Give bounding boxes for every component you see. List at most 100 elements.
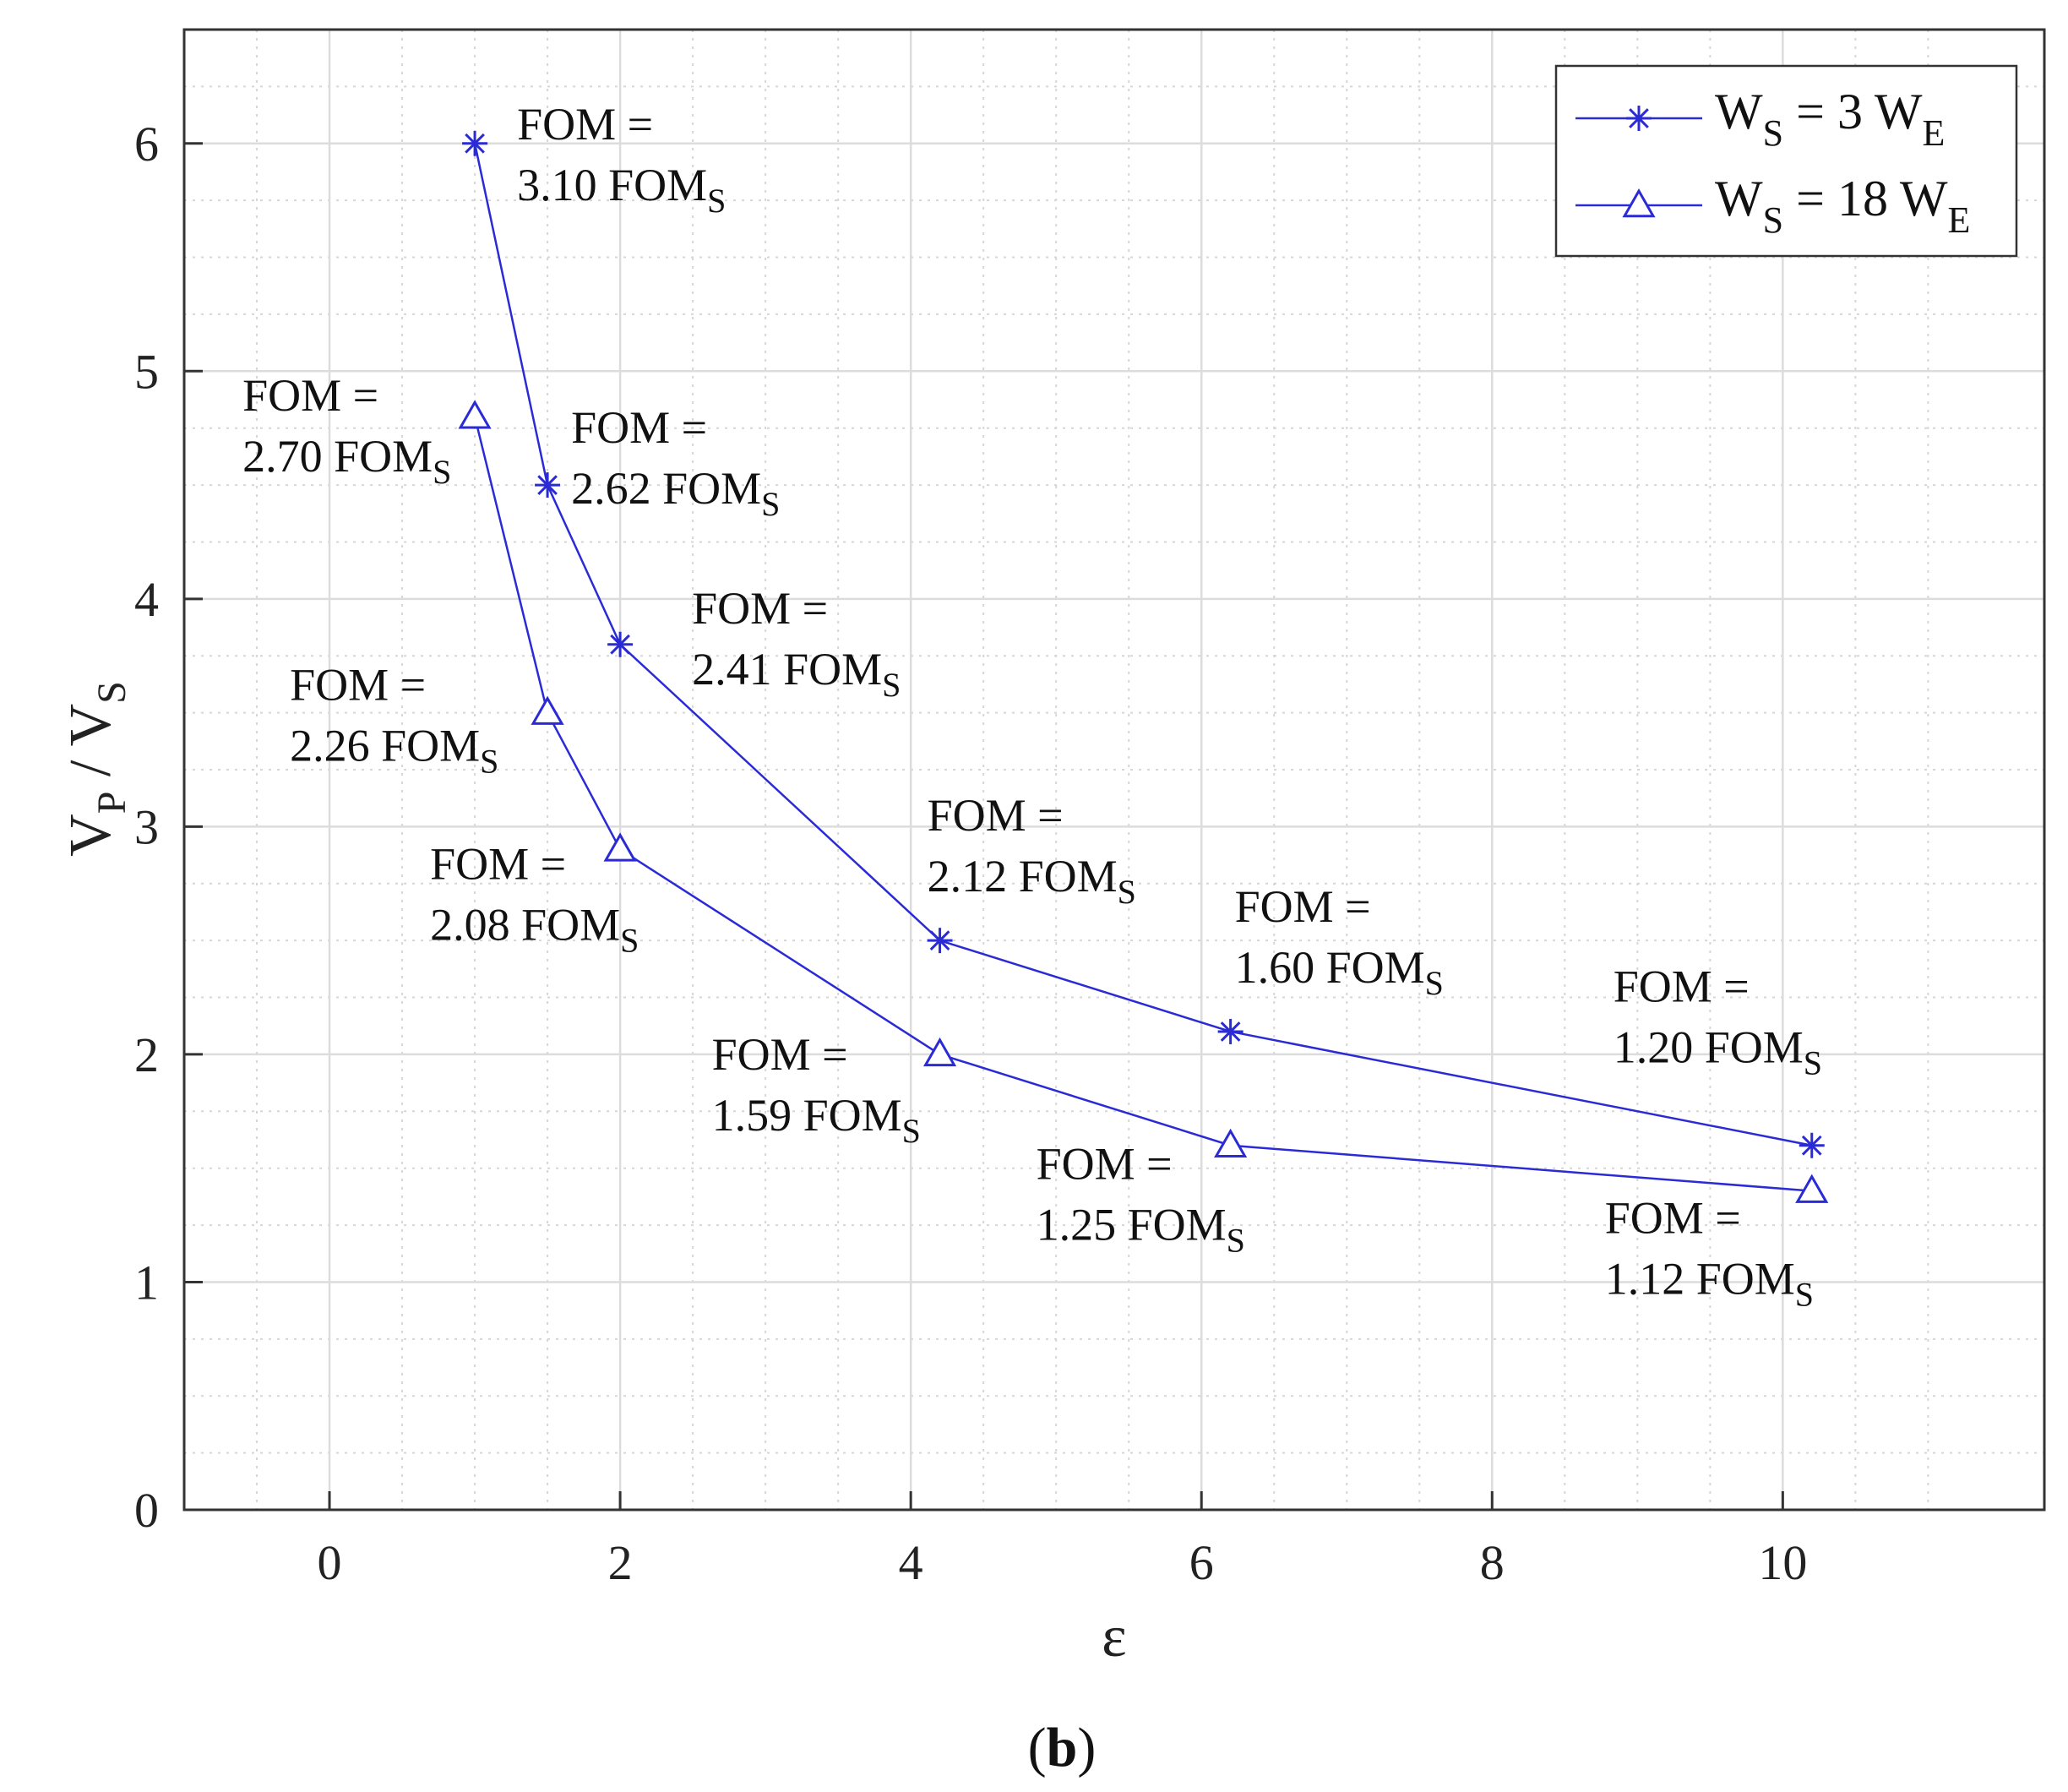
triangle-marker (922, 1037, 957, 1067)
legend: WS = 3 WE WS = 18 WE (1554, 64, 2018, 258)
asterisk-marker (607, 631, 634, 657)
fom-label-line1: FOM = (430, 838, 566, 889)
x-tick-label: 2 (608, 1535, 633, 1590)
y-tick-label: 4 (134, 572, 159, 627)
fom-value: 2.12 FOM (928, 851, 1118, 901)
x-tick-label: 10 (1758, 1535, 1807, 1590)
legend-box (1554, 64, 2018, 258)
fom-label-line1: FOM = (290, 660, 426, 711)
fom-label-line2: 1.20 FOMS (1614, 1022, 1822, 1082)
fom-label-line2: 2.26 FOMS (290, 721, 498, 781)
fom-label-line1: FOM = (242, 370, 378, 421)
fom-value: 2.41 FOM (692, 644, 882, 694)
fom-annotation: FOM = 2.26 FOMS (290, 660, 498, 781)
asterisk-marker (927, 928, 953, 954)
fom-label-line2: 2.70 FOMS (242, 431, 451, 491)
fom-annotation: FOM = 1.20 FOMS (1614, 961, 1822, 1082)
asterisk-marker (1626, 106, 1652, 131)
y-tick-label: 3 (134, 799, 159, 854)
legend-label: WS = 18 WE (1715, 171, 1970, 241)
fom-value: 2.26 FOM (290, 721, 480, 771)
fom-annotation: FOM = 1.25 FOMS (1037, 1139, 1245, 1260)
fom-subscript: S (620, 921, 639, 959)
fom-label-line1: FOM = (1614, 961, 1750, 1012)
y-tick-label: 6 (134, 117, 159, 172)
x-tick-label: 4 (899, 1535, 923, 1590)
fom-value: 2.70 FOM (242, 431, 433, 482)
x-tick-label: 6 (1189, 1535, 1214, 1590)
triangle-marker (1622, 188, 1656, 218)
major-grid (184, 30, 2044, 1511)
x-axis-label: ε (1102, 1604, 1126, 1669)
x-tick-label: 0 (318, 1535, 342, 1590)
y-tick-label: 0 (134, 1483, 159, 1538)
fom-value: 1.12 FOM (1605, 1254, 1795, 1305)
fom-annotation: FOM = 1.12 FOMS (1605, 1193, 1814, 1314)
asterisk-marker (462, 130, 488, 156)
fom-value: 1.25 FOM (1037, 1200, 1227, 1250)
fom-label-line1: FOM = (1605, 1193, 1741, 1244)
fom-subscript: S (1804, 1044, 1822, 1082)
asterisk-marker (535, 472, 561, 498)
fom-subscript: S (433, 453, 451, 491)
fom-annotation: FOM = 1.59 FOMS (712, 1029, 921, 1150)
triangle-marker (458, 400, 492, 429)
y-tick-label: 5 (134, 344, 159, 399)
fom-subscript: S (1227, 1222, 1245, 1260)
fom-subscript: S (1795, 1276, 1814, 1314)
fom-annotation: FOM = 2.62 FOMS (571, 402, 780, 523)
fom-label-line1: FOM = (1037, 1139, 1173, 1190)
fom-subscript: S (480, 743, 498, 781)
series-ws18-line (473, 416, 1812, 1192)
fom-label-line2: 1.59 FOMS (712, 1090, 921, 1150)
fom-annotation: FOM = 2.41 FOMS (692, 583, 901, 704)
fom-value: 2.62 FOM (571, 463, 761, 514)
asterisk-marker (1217, 1018, 1244, 1044)
y-axis-label: VP / VS (58, 681, 134, 857)
fom-label-line2: 2.62 FOMS (571, 463, 780, 523)
triangle-marker (603, 832, 637, 862)
fom-label-line1: FOM = (712, 1029, 848, 1080)
fom-label-line1: FOM = (1235, 881, 1371, 932)
fom-subscript: S (707, 182, 726, 220)
panel-label: (b) (1028, 1717, 1097, 1778)
fom-subscript: S (882, 666, 901, 704)
fom-label-line2: 2.08 FOMS (430, 899, 639, 959)
legend-label: WS = 3 WE (1715, 84, 1945, 154)
fom-subscript: S (761, 485, 780, 523)
fom-label-line1: FOM = (517, 99, 653, 150)
fom-value: 1.20 FOM (1614, 1022, 1804, 1073)
fom-label-line2: 1.60 FOMS (1235, 942, 1444, 1002)
fom-annotation: FOM = 2.12 FOMS (928, 790, 1136, 911)
fom-value: 2.08 FOM (430, 899, 620, 950)
y-axis-ticks: 0 1 2 3 4 5 6 (134, 117, 203, 1538)
fom-label-line1: FOM = (928, 790, 1064, 841)
fom-label-line2: 2.12 FOMS (928, 851, 1136, 911)
triangle-marker (1214, 1128, 1248, 1157)
plot-area-frame (182, 28, 2046, 1511)
fom-label-line2: 1.25 FOMS (1037, 1200, 1245, 1260)
fom-annotation: FOM = 2.70 FOMS (242, 370, 451, 491)
fom-label-line1: FOM = (571, 402, 707, 453)
triangle-marker (531, 695, 564, 725)
fom-value: 3.10 FOM (517, 160, 707, 210)
fom-label-line2: 2.41 FOMS (692, 644, 901, 704)
fom-annotation: FOM = 1.60 FOMS (1235, 881, 1444, 1002)
fom-subscript: S (902, 1112, 921, 1150)
series-layer (458, 130, 1829, 1203)
minor-grid (183, 30, 2044, 1510)
fom-annotation: FOM = 2.08 FOMS (430, 838, 639, 959)
series-ws3-line (473, 143, 1812, 1147)
fom-subscript: S (1425, 964, 1444, 1002)
fom-label-line2: 3.10 FOMS (517, 160, 726, 220)
x-axis-ticks: 0 2 4 6 8 10 (318, 1491, 1807, 1590)
asterisk-marker (1799, 1132, 1825, 1158)
y-tick-label: 1 (134, 1255, 159, 1310)
fom-label-line1: FOM = (692, 583, 828, 634)
x-tick-label: 8 (1480, 1535, 1505, 1590)
fom-value: 1.59 FOM (712, 1090, 902, 1141)
fom-label-line2: 1.12 FOMS (1605, 1254, 1814, 1314)
y-tick-label: 2 (134, 1027, 159, 1082)
